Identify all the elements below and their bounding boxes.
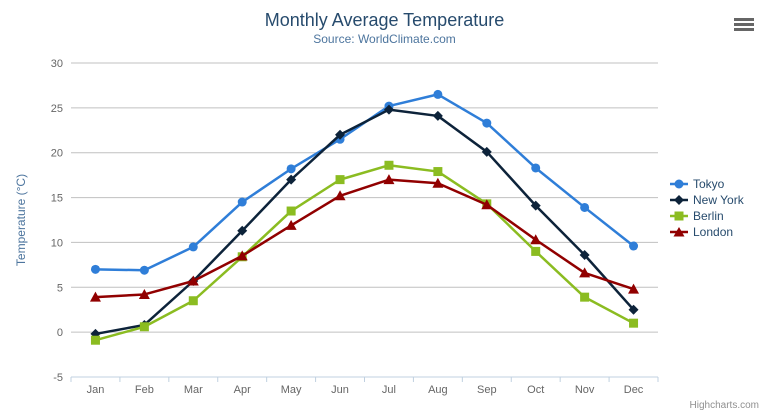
square-marker — [384, 160, 394, 170]
diamond-marker — [335, 129, 346, 140]
legend-item-berlin[interactable]: Berlin — [670, 208, 744, 224]
x-axis-label: Jun — [331, 384, 349, 396]
triangle-marker — [628, 283, 640, 294]
triangle-marker — [138, 288, 150, 299]
y-axis-title: Temperature (°C) — [14, 174, 28, 266]
triangle-marker — [481, 199, 493, 210]
x-axis-label: Aug — [428, 384, 448, 396]
square-marker — [335, 175, 345, 185]
diamond-marker — [383, 104, 394, 115]
diamond-marker — [432, 110, 443, 121]
export-menu-button[interactable] — [732, 15, 756, 35]
square-marker — [433, 167, 443, 177]
diamond-legend-icon — [670, 195, 688, 205]
circle-legend-icon — [670, 179, 688, 189]
circle-marker — [433, 89, 443, 99]
series-line-berlin[interactable] — [94, 164, 635, 342]
circle-marker — [188, 242, 198, 252]
legend-item-label: Tokyo — [693, 177, 725, 191]
triangle-marker — [432, 177, 444, 188]
legend-item-london[interactable]: London — [670, 224, 744, 240]
legend-item-new-york[interactable]: New York — [670, 192, 744, 208]
diamond-marker — [628, 304, 639, 315]
circle-marker — [286, 164, 296, 174]
legend-item-tokyo[interactable]: Tokyo — [670, 176, 744, 192]
credits-link[interactable]: Highcharts.com — [689, 400, 759, 411]
y-axis-label: 5 — [57, 282, 63, 294]
diamond-marker — [530, 200, 541, 211]
x-axis-label: Jul — [382, 384, 396, 396]
triangle-marker — [530, 234, 542, 245]
x-axis-label: Apr — [234, 384, 251, 396]
circle-marker — [90, 264, 100, 274]
x-axis-label: Mar — [184, 384, 203, 396]
triangle-marker — [285, 219, 297, 230]
y-axis-label: 0 — [57, 327, 63, 339]
series-line-london[interactable] — [94, 178, 635, 299]
x-axis-label: May — [281, 384, 302, 396]
triangle-marker — [579, 267, 591, 278]
square-marker — [188, 296, 198, 306]
triangle-marker — [236, 250, 248, 261]
square-marker — [90, 335, 100, 345]
y-axis-label: 10 — [51, 237, 63, 249]
x-axis-label: Jan — [87, 384, 105, 396]
triangle-marker — [334, 190, 346, 201]
x-axis-label: Oct — [527, 384, 544, 396]
circle-marker — [237, 197, 247, 207]
y-axis-label: 25 — [51, 103, 63, 115]
legend-item-label: London — [693, 225, 734, 239]
legend-item-label: New York — [693, 193, 744, 207]
diamond-marker — [237, 225, 248, 236]
square-marker — [286, 206, 296, 216]
legend-item-label: Berlin — [693, 209, 724, 223]
x-axis-label: Feb — [135, 384, 154, 396]
chart-title: Monthly Average Temperature — [264, 10, 505, 30]
y-axis-label: 15 — [51, 193, 63, 205]
square-marker — [580, 292, 590, 302]
x-axis-label: Nov — [575, 384, 595, 396]
hamburger-menu-icon — [734, 17, 754, 31]
y-axis-label: -5 — [53, 372, 63, 384]
legend: Tokyo New York Berlin London — [670, 176, 744, 240]
square-marker — [139, 322, 149, 332]
y-axis-label: 30 — [51, 58, 63, 70]
triangle-marker — [383, 174, 395, 185]
diamond-marker — [286, 174, 297, 185]
circle-marker — [482, 118, 492, 128]
triangle-legend-icon — [670, 227, 688, 237]
triangle-marker — [89, 291, 101, 302]
series-line-new-york[interactable] — [94, 108, 635, 336]
x-axis-label: Dec — [624, 384, 644, 396]
square-legend-icon — [670, 211, 688, 221]
diamond-marker — [579, 249, 590, 260]
x-axis-label: Sep — [477, 384, 497, 396]
square-marker — [531, 246, 541, 256]
circle-marker — [139, 265, 149, 275]
series-line-tokyo[interactable] — [94, 93, 635, 272]
circle-marker — [531, 163, 541, 173]
square-marker — [629, 318, 639, 328]
circle-marker — [629, 241, 639, 251]
chart-subtitle: Source: WorldClimate.com — [313, 32, 456, 46]
y-axis-label: 20 — [51, 148, 63, 160]
circle-marker — [580, 202, 590, 212]
triangle-marker — [187, 275, 199, 286]
diamond-marker — [481, 146, 492, 157]
